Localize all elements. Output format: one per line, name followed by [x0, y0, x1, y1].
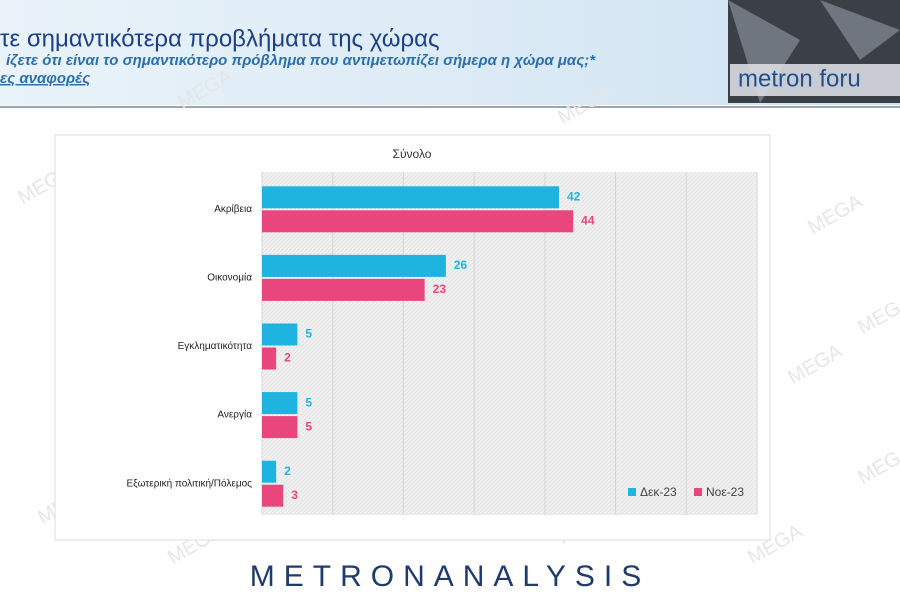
legend-label: Δεκ-23 — [640, 485, 677, 499]
y-tick-label: Ακρίβεια — [214, 203, 252, 215]
y-tick-label: Οικονομία — [207, 272, 252, 284]
value-label: 42 — [567, 189, 581, 203]
value-label: 5 — [305, 395, 312, 409]
value-label: 3 — [291, 488, 298, 502]
bar — [262, 186, 559, 209]
plot: Ακρίβεια4244Οικονομία2623Εγκληματικότητα… — [126, 172, 758, 515]
value-label: 2 — [284, 351, 291, 365]
watermark: MEGA — [854, 290, 900, 339]
footer-logo: METRONANALYSIS — [250, 560, 651, 593]
bar — [262, 323, 298, 346]
value-label: 5 — [305, 327, 312, 341]
bar — [262, 416, 298, 439]
legend-swatch — [628, 488, 636, 496]
chart-title: Σύνολο — [393, 147, 432, 161]
header-question: ίζετε ότι είναι το σημαντικότερο πρόβλημ… — [6, 52, 596, 69]
watermark: MEGA — [854, 440, 900, 489]
bar — [262, 392, 298, 415]
value-label: 44 — [581, 213, 595, 227]
legend-swatch — [694, 488, 702, 496]
bar — [262, 278, 425, 301]
value-label: 5 — [305, 419, 312, 433]
bar — [262, 210, 574, 233]
y-tick-label: Εξωτερική πολιτική/Πόλεμος — [126, 477, 252, 489]
value-label: 2 — [284, 464, 291, 478]
header-note: ες αναφορές — [0, 70, 90, 87]
y-tick-label: Ανεργία — [217, 409, 252, 421]
legend-label: Νοε-23 — [706, 485, 744, 499]
bar — [262, 484, 284, 507]
logo-strip — [730, 64, 900, 96]
watermark: MEGA — [804, 190, 867, 239]
header-title: τε σημαντικότερα προβλήματα της χώρας — [0, 25, 440, 52]
bar — [262, 347, 277, 370]
y-tick-label: Εγκληματικότητα — [178, 340, 253, 352]
bar — [262, 254, 446, 277]
bar — [262, 460, 277, 483]
watermark: MEGA — [784, 340, 847, 389]
value-label: 26 — [454, 258, 468, 272]
logo-text: metron foru — [738, 65, 861, 92]
value-label: 23 — [433, 282, 447, 296]
